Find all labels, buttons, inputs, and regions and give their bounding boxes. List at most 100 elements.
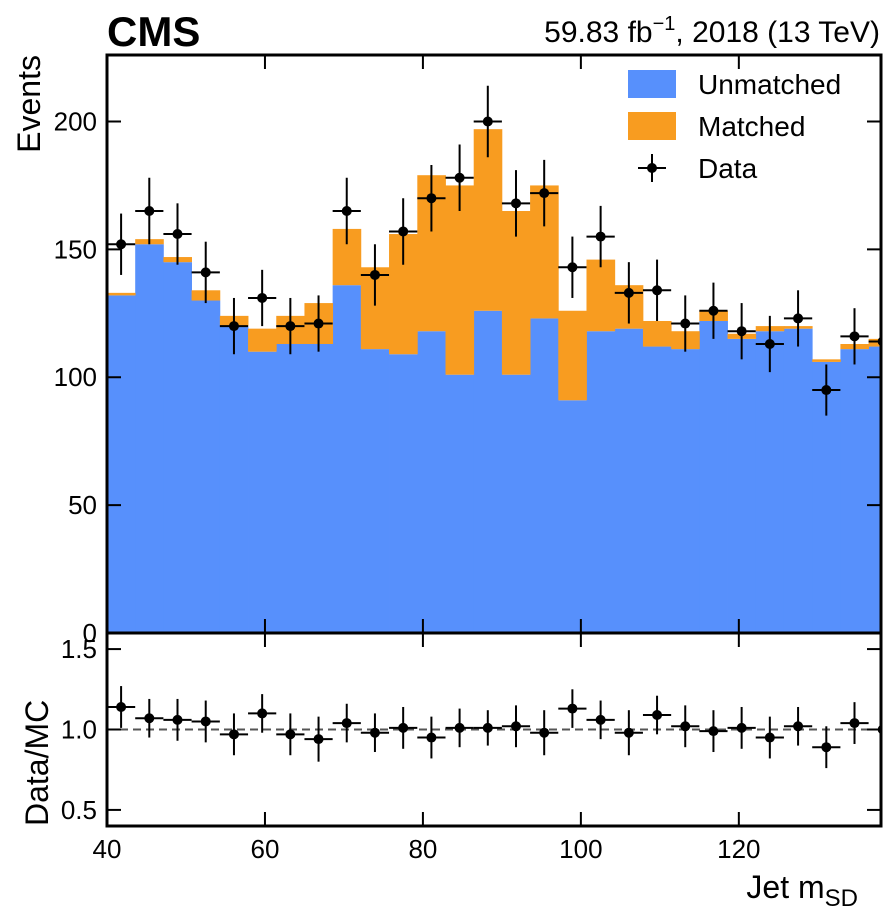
data-point	[821, 385, 832, 396]
lumi-rest: , 2018 (13 TeV)	[675, 16, 880, 49]
legend-label: Data	[698, 153, 758, 184]
legend-marker	[647, 163, 657, 173]
data-point	[369, 727, 380, 738]
data-point	[172, 229, 183, 240]
data-point	[652, 285, 663, 296]
data-point	[567, 262, 578, 273]
x-tick-label: 40	[93, 834, 122, 864]
histogram-bar	[135, 244, 164, 633]
data-point	[313, 318, 324, 329]
data-point	[680, 318, 691, 329]
legend-swatch	[628, 112, 676, 140]
data-point	[764, 339, 775, 349]
data-point	[764, 732, 775, 743]
data-point	[285, 729, 296, 740]
data-point	[426, 193, 437, 204]
y-tick-label: 0	[83, 618, 97, 648]
histogram-bar	[360, 349, 390, 633]
x-tick-label: 120	[717, 834, 760, 864]
y-tick-label: 1.0	[61, 715, 97, 745]
y-tick-label: 50	[68, 490, 97, 520]
data-point	[341, 718, 352, 729]
data-point	[116, 239, 127, 250]
histogram-bar	[163, 262, 192, 633]
data-point	[821, 742, 832, 753]
data-point	[116, 701, 127, 712]
histogram-bar	[812, 359, 841, 362]
histogram-bar	[558, 400, 587, 633]
histogram-bar	[586, 259, 616, 332]
data-point	[567, 703, 578, 714]
histogram-bar	[642, 346, 672, 633]
x-label-text: Jet m	[746, 869, 824, 905]
data-point	[257, 708, 268, 719]
axes: Unmatched Matched Data 0 50 100 150 200 0.5 1.0 1.…	[54, 53, 883, 864]
histogram-bar	[558, 310, 587, 401]
y-tick-label: 200	[54, 106, 97, 136]
legend-label: Matched	[698, 111, 805, 142]
histogram-bar	[755, 331, 785, 633]
histogram-bar	[107, 295, 136, 633]
data-point	[510, 198, 521, 209]
data-point	[398, 722, 409, 733]
data-point	[595, 714, 606, 725]
histogram-bar	[417, 331, 446, 633]
histogram-bar	[614, 328, 644, 633]
data-point	[369, 269, 380, 280]
data-point	[482, 722, 493, 733]
data-point	[228, 321, 239, 332]
data-point	[228, 729, 239, 740]
data-point	[200, 716, 211, 727]
data-point	[172, 714, 183, 725]
histogram-bar	[445, 374, 475, 633]
histogram-bar	[671, 349, 700, 633]
data-point	[257, 292, 268, 303]
y-tick-label: 150	[54, 234, 97, 264]
histogram-bar	[473, 310, 503, 633]
data-point	[144, 713, 155, 724]
histogram-bar	[107, 292, 136, 296]
histogram-bar	[501, 211, 531, 375]
histogram-bar	[248, 351, 277, 633]
data-point	[510, 721, 521, 732]
histogram-bar	[191, 300, 221, 633]
experiment-label: CMS	[107, 8, 200, 55]
data-point	[652, 710, 663, 721]
y-axis-label: Events	[11, 55, 47, 153]
x-label-sub: SD	[825, 885, 858, 912]
histogram-bar	[642, 320, 672, 347]
lumi-text: 59.83 fb	[544, 16, 652, 49]
data-point	[313, 734, 324, 745]
data-point	[793, 313, 804, 324]
data-point	[482, 116, 493, 127]
histogram-bar	[276, 344, 305, 633]
data-point	[454, 722, 465, 733]
data-point	[623, 287, 634, 298]
x-tick-label: 80	[408, 834, 437, 864]
histogram-bar	[586, 331, 616, 633]
histogram-bar	[783, 328, 813, 633]
histogram-bar	[473, 129, 503, 311]
data-point	[623, 727, 634, 738]
y-tick-label: 100	[54, 362, 97, 392]
data-point	[736, 722, 747, 733]
data-point	[793, 721, 804, 732]
data-point	[680, 721, 691, 732]
data-point	[398, 226, 409, 237]
y-tick-label: 0.5	[61, 795, 97, 825]
histogram-bar	[389, 354, 418, 633]
data-point	[877, 336, 881, 347]
y-tick-label: 1.5	[61, 634, 97, 664]
histogram-bar	[840, 349, 870, 633]
x-axis-label: Jet mSD	[746, 869, 858, 912]
data-point	[200, 267, 211, 278]
data-point	[849, 718, 860, 729]
histogram-bar	[219, 326, 249, 633]
histogram-bar	[332, 285, 362, 633]
ratio-y-axis-label: Data/MC	[19, 700, 55, 826]
data-point	[539, 188, 550, 199]
histogram-bar	[501, 374, 531, 633]
histogram-bar	[727, 338, 757, 633]
